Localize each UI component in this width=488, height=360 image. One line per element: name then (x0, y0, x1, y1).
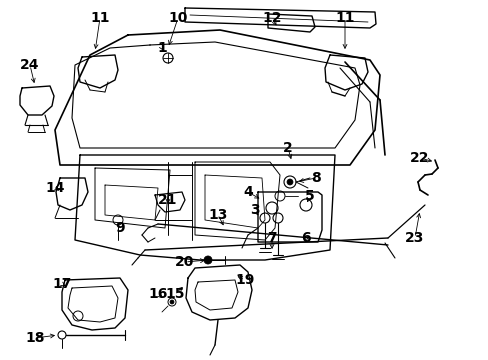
Text: 12: 12 (262, 11, 281, 25)
Text: 7: 7 (266, 231, 276, 245)
Text: 8: 8 (310, 171, 320, 185)
Text: 10: 10 (168, 11, 187, 25)
Text: 2: 2 (283, 141, 292, 155)
Text: 14: 14 (45, 181, 64, 195)
Text: 16: 16 (148, 287, 167, 301)
Text: 17: 17 (52, 277, 72, 291)
Circle shape (170, 300, 174, 304)
Text: 6: 6 (301, 231, 310, 245)
Text: 22: 22 (409, 151, 429, 165)
Text: 24: 24 (20, 58, 40, 72)
Text: 11: 11 (335, 11, 354, 25)
Text: 5: 5 (305, 189, 314, 203)
Text: 13: 13 (208, 208, 227, 222)
Text: 21: 21 (158, 193, 177, 207)
Text: 1: 1 (157, 41, 166, 55)
Text: 11: 11 (90, 11, 109, 25)
Text: 19: 19 (235, 273, 254, 287)
Text: 20: 20 (175, 255, 194, 269)
Text: 23: 23 (405, 231, 424, 245)
Text: 4: 4 (243, 185, 252, 199)
Circle shape (203, 256, 212, 264)
Text: 18: 18 (25, 331, 45, 345)
Text: 9: 9 (115, 221, 124, 235)
Text: 15: 15 (165, 287, 184, 301)
Text: 3: 3 (250, 203, 259, 217)
Circle shape (286, 179, 292, 185)
